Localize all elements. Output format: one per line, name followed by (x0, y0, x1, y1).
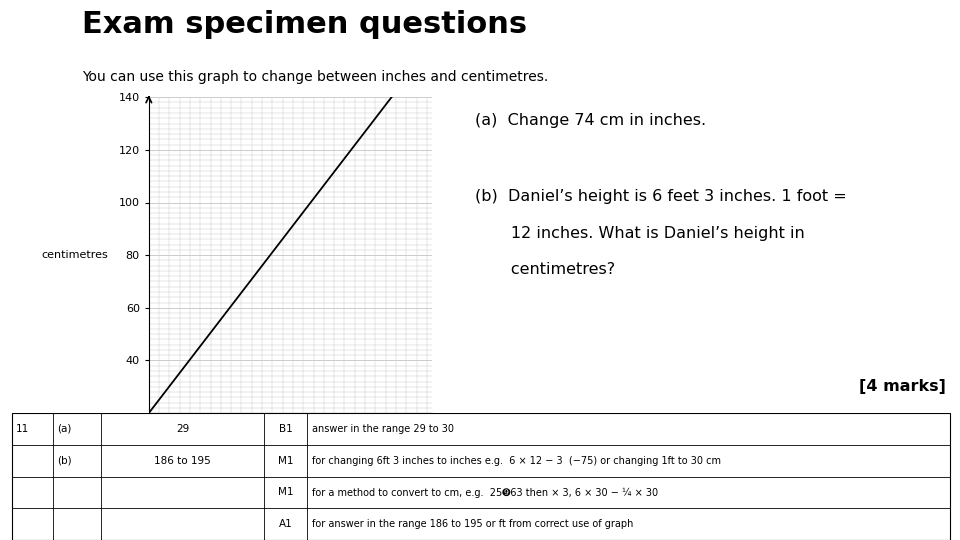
Text: M1: M1 (277, 456, 294, 465)
Text: centimetres: centimetres (41, 250, 108, 260)
Text: 11: 11 (15, 424, 29, 434)
Text: (b): (b) (57, 456, 71, 465)
Text: for a method to convert to cm, e.g.  25➒63 then × 3, 6 × 30 − ¼ × 30: for a method to convert to cm, e.g. 25➒6… (312, 487, 659, 497)
Text: 186 to 195: 186 to 195 (154, 456, 211, 465)
Text: (a)  Change 74 cm in inches.: (a) Change 74 cm in inches. (475, 113, 707, 128)
Text: [4 marks]: [4 marks] (859, 379, 946, 394)
FancyBboxPatch shape (12, 413, 950, 540)
Text: You can use this graph to change between inches and centimetres.: You can use this graph to change between… (82, 70, 548, 84)
Text: answer in the range 29 to 30: answer in the range 29 to 30 (312, 424, 454, 434)
Text: Exam specimen questions: Exam specimen questions (82, 10, 527, 39)
Text: 29: 29 (176, 424, 189, 434)
Text: A1: A1 (278, 519, 293, 529)
Text: (a): (a) (57, 424, 71, 434)
Text: B1: B1 (278, 424, 293, 434)
Text: for changing 6ft 3 inches to inches e.g.  6 × 12 − 3  (−75) or changing 1ft to 3: for changing 6ft 3 inches to inches e.g.… (312, 456, 721, 465)
Text: for answer in the range 186 to 195 or ft from correct use of graph: for answer in the range 186 to 195 or ft… (312, 519, 634, 529)
Text: (b)  Daniel’s height is 6 feet 3 inches. 1 foot =: (b) Daniel’s height is 6 feet 3 inches. … (475, 190, 847, 204)
Text: 12 inches. What is Daniel’s height in: 12 inches. What is Daniel’s height in (475, 226, 804, 241)
Text: M1: M1 (277, 488, 294, 497)
Text: centimetres?: centimetres? (475, 262, 615, 277)
